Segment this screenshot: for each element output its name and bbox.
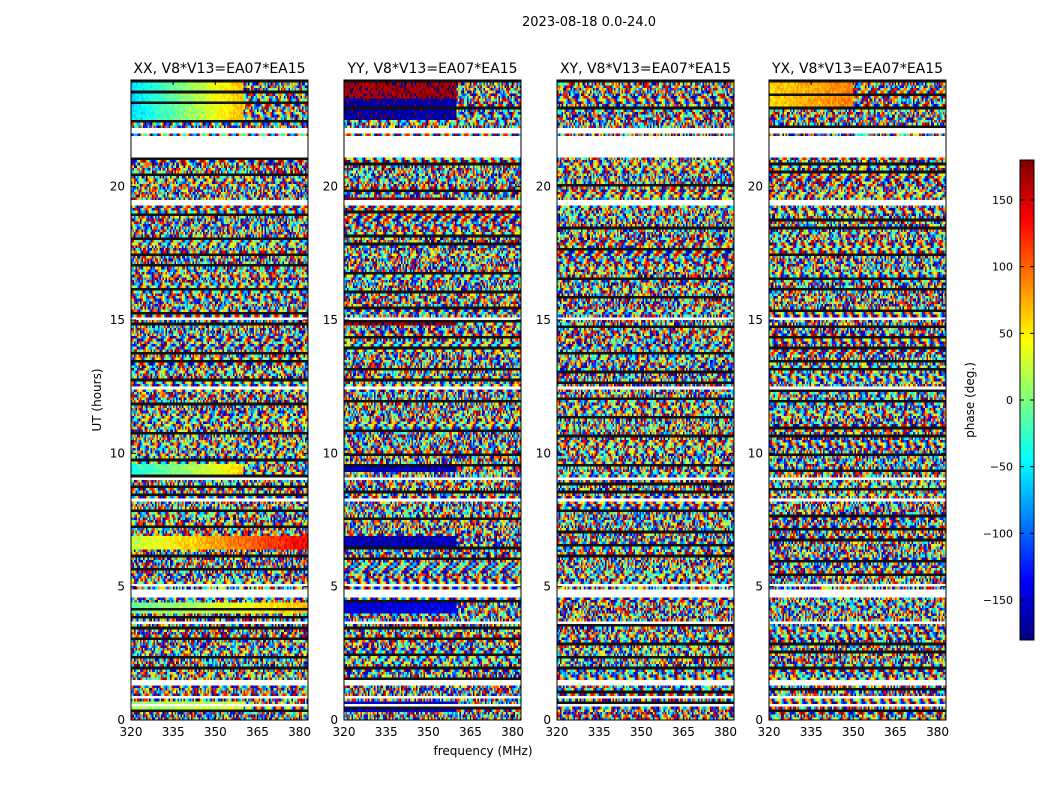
x-tick-label: 380 <box>288 725 311 739</box>
x-tick-label: 350 <box>417 725 440 739</box>
y-tick-label: 20 <box>748 180 763 194</box>
y-tick-label: 15 <box>536 313 551 327</box>
y-tick-label: 20 <box>323 180 338 194</box>
x-tick-label: 320 <box>333 725 356 739</box>
panel-4: YX, V8*V13=EA07*EA15 320 335 350 365 380 0 5 10 1… <box>748 61 949 739</box>
x-tick-label: 365 <box>884 725 907 739</box>
x-tick-label: 350 <box>630 725 653 739</box>
y-axis-label: UT (hours) <box>90 368 104 431</box>
colorbar-tick-label: −150 <box>983 594 1013 607</box>
y-tick-label: 5 <box>755 580 763 594</box>
y-tick-label: 0 <box>117 713 125 727</box>
colorbar-label: phase (deg.) <box>963 362 977 438</box>
y-tick-label: 15 <box>110 313 125 327</box>
colorbar-tick-label: 100 <box>992 261 1013 274</box>
y-tick-label: 10 <box>323 446 338 460</box>
y-tick-label: 10 <box>110 446 125 460</box>
plot-frame <box>768 79 947 721</box>
x-tick-label: 365 <box>672 725 695 739</box>
panel-2: YY, V8*V13=EA07*EA15 320 335 350 365 380 0 5 10 1… <box>323 61 524 739</box>
panel-1: XX, V8*V13=EA07*EA15 320 335 350 365 380 0 5 10 1… <box>110 61 311 739</box>
colorbar-tick-label: 0 <box>1006 394 1013 407</box>
x-axis-label: frequency (MHz) <box>433 744 532 758</box>
x-tick-label: 320 <box>120 725 143 739</box>
plot-frame <box>556 79 735 721</box>
y-tick-label: 15 <box>323 313 338 327</box>
x-tick-label: 380 <box>501 725 524 739</box>
x-tick-label: 335 <box>375 725 398 739</box>
x-tick-label: 320 <box>758 725 781 739</box>
y-tick-label: 0 <box>755 713 763 727</box>
x-tick-label: 335 <box>800 725 823 739</box>
plot-frame <box>130 79 309 721</box>
x-tick-label: 350 <box>204 725 227 739</box>
panel-title: XX, V8*V13=EA07*EA15 <box>133 61 305 77</box>
colorbar-tick-label: −100 <box>983 527 1013 540</box>
y-tick-label: 15 <box>748 313 763 327</box>
panel-title: YX, V8*V13=EA07*EA15 <box>771 61 943 77</box>
colorbar-ticks: 150 100 50 0 −50 −100 −150 <box>983 194 1034 607</box>
heatmap-image-2 <box>344 80 521 720</box>
figure-suptitle: 2023-08-18 0.0-24.0 <box>522 15 656 30</box>
x-tick-label: 335 <box>162 725 185 739</box>
panel-3: XY, V8*V13=EA07*EA15 320 335 350 365 380 0 5 10 1… <box>536 61 737 739</box>
y-tick-label: 5 <box>543 580 551 594</box>
panel-title: XY, V8*V13=EA07*EA15 <box>560 61 731 77</box>
x-tick-label: 380 <box>926 725 949 739</box>
y-tick-label: 5 <box>330 580 338 594</box>
y-tick-label: 10 <box>748 446 763 460</box>
x-tick-label: 320 <box>546 725 569 739</box>
panels: XX, V8*V13=EA07*EA15 320 335 350 365 380 0 5 10 1… <box>110 61 949 739</box>
x-tick-label: 335 <box>588 725 611 739</box>
y-tick-label: 0 <box>543 713 551 727</box>
colorbar-tick-label: −50 <box>990 461 1013 474</box>
heatmap-image-1 <box>131 80 308 720</box>
colorbar-tick-label: 150 <box>992 194 1013 207</box>
plot-frame <box>343 79 522 721</box>
heatmap-image-4 <box>769 80 946 720</box>
y-tick-label: 5 <box>117 580 125 594</box>
x-tick-label: 380 <box>714 725 737 739</box>
y-tick-label: 20 <box>110 180 125 194</box>
colorbar: 150 100 50 0 −50 −100 −150 phase (deg.) <box>963 159 1035 641</box>
heatmap-image-3 <box>557 80 734 720</box>
x-tick-label: 365 <box>459 725 482 739</box>
y-tick-label: 20 <box>536 180 551 194</box>
x-tick-label: 365 <box>246 725 269 739</box>
y-tick-label: 0 <box>330 713 338 727</box>
y-tick-label: 10 <box>536 446 551 460</box>
x-tick-label: 350 <box>842 725 865 739</box>
panel-title: YY, V8*V13=EA07*EA15 <box>346 61 517 77</box>
colorbar-tick-label: 50 <box>999 327 1013 340</box>
